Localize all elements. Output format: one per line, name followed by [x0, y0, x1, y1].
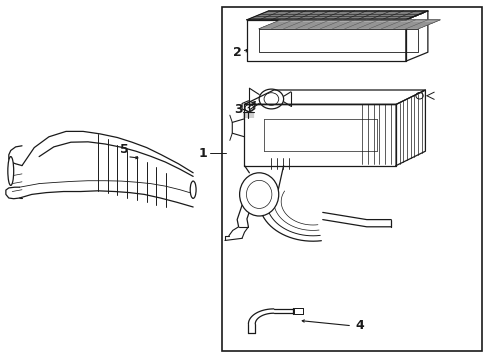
- Text: 5: 5: [120, 143, 129, 156]
- Text: 3: 3: [234, 103, 243, 116]
- Ellipse shape: [8, 157, 14, 185]
- Bar: [294, 308, 303, 314]
- Ellipse shape: [239, 173, 278, 216]
- Ellipse shape: [190, 181, 196, 198]
- Bar: [222, 7, 481, 351]
- Text: 4: 4: [354, 319, 363, 332]
- Polygon shape: [259, 20, 439, 29]
- Text: 2: 2: [232, 46, 241, 59]
- Text: 1: 1: [198, 147, 207, 159]
